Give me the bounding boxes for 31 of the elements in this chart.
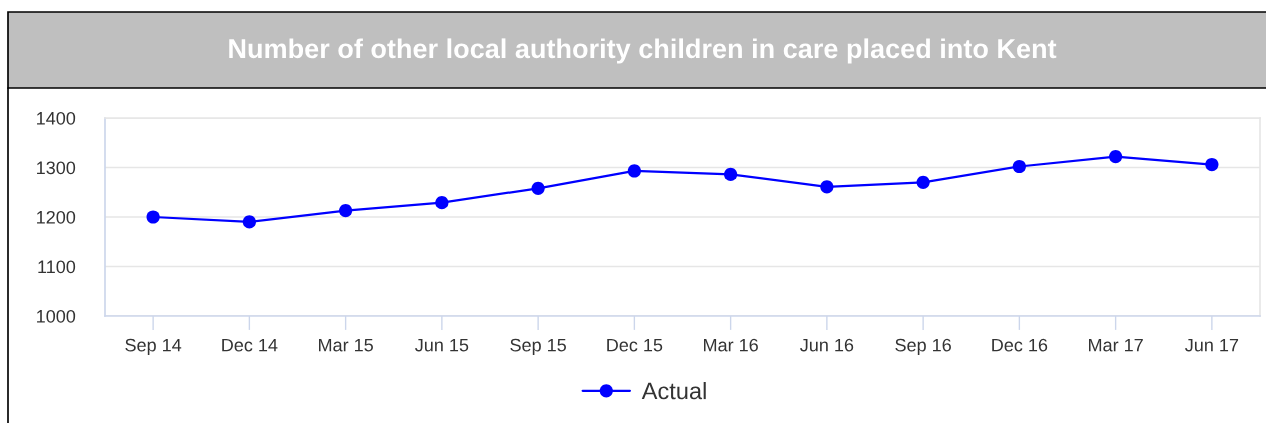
y-tick-label: 1400 — [37, 111, 76, 125]
x-tick-label: Sep 15 — [510, 338, 566, 356]
point — [1109, 150, 1123, 164]
x-tick-label: Jun 16 — [800, 338, 854, 352]
x-tick-label: Mar 15 — [319, 338, 373, 352]
x-tick-label: Sep 14 — [125, 338, 182, 356]
x-tick-label: Dec 14 — [222, 338, 278, 352]
y-tick-label: 1200 — [37, 210, 76, 224]
chart-title: Number of other local authority children in care placed into Kent — [229, 38, 1057, 64]
x-tick-label: Mar 17 — [1089, 338, 1143, 352]
point — [1012, 159, 1026, 174]
point — [916, 175, 930, 189]
y-tick-label: 1300 — [37, 161, 76, 175]
point — [1205, 157, 1219, 172]
point — [242, 215, 256, 229]
point — [339, 203, 353, 218]
point — [820, 180, 834, 194]
x-tick-label: Dec 16 — [992, 338, 1048, 352]
point — [531, 181, 545, 195]
legend-label: Actual — [641, 381, 706, 400]
y-tick-label: 1100 — [38, 260, 76, 274]
point — [435, 196, 449, 210]
x-tick-label: Jun 15 — [415, 338, 469, 352]
point — [146, 210, 160, 224]
point — [627, 164, 641, 178]
y-tick-label: 1000 — [37, 309, 76, 323]
x-tick-label: Dec 15 — [607, 338, 663, 352]
point — [724, 167, 738, 182]
x-tick-label: Mar 16 — [704, 338, 758, 352]
x-tick-label: Sep 16 — [895, 338, 951, 356]
x-tick-label: Jun 17 — [1185, 338, 1239, 352]
